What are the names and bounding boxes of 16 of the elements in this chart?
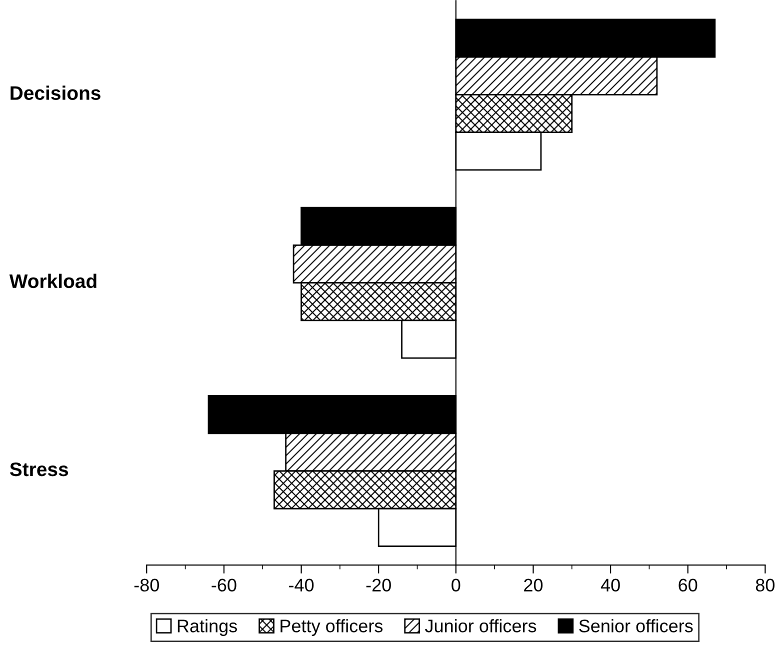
y-tick-label: Decisions [10, 86, 100, 100]
x-tick-label: 0 [452, 578, 460, 592]
legend-label: Ratings [178, 619, 237, 636]
x-tick-label: 60 [678, 578, 698, 592]
legend-label: Petty officers [280, 619, 383, 636]
x-tick-label: -20 [366, 578, 391, 592]
x-tick-label: -40 [289, 578, 314, 592]
x-tick-label: 80 [756, 578, 775, 592]
legend-label: Junior officers [425, 619, 536, 632]
y-tick-label: Workload [9, 274, 96, 288]
legend-label: Senior officers [579, 619, 693, 632]
x-tick-label: -60 [212, 578, 236, 592]
y-tick-label: Stress [10, 462, 68, 476]
x-tick-label: 40 [600, 578, 620, 592]
x-tick-label: 20 [524, 578, 543, 592]
x-tick-label: -80 [134, 578, 159, 592]
